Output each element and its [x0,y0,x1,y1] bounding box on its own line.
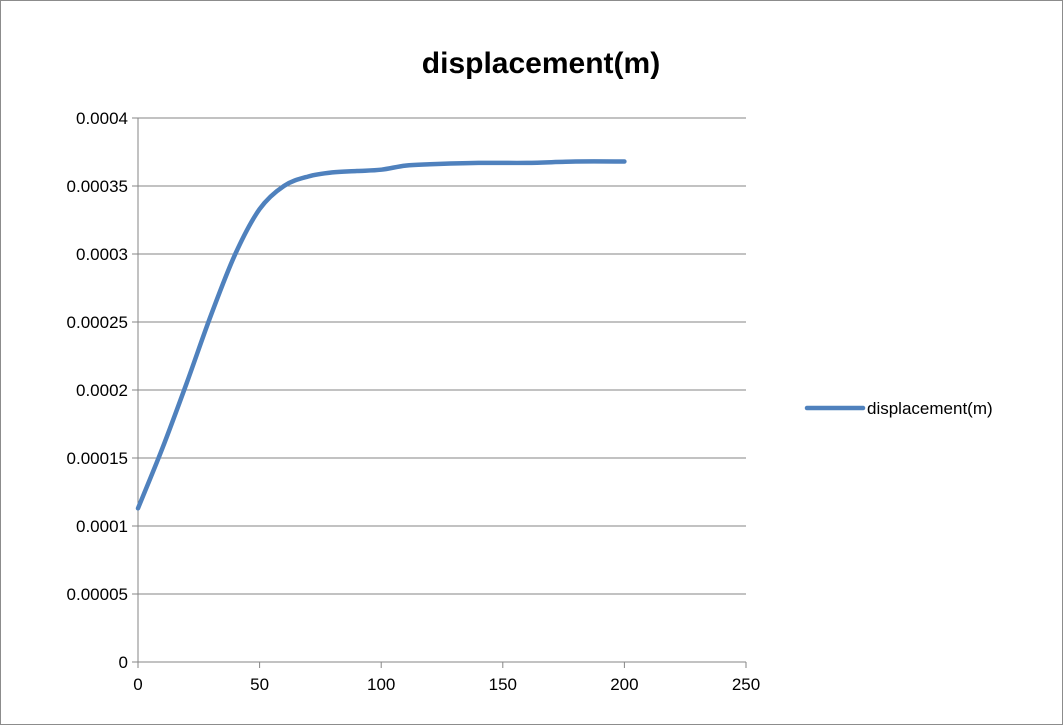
x-tick-label: 50 [250,675,269,694]
grid-layer [138,117,746,595]
legend-label: displacement(m) [867,399,993,418]
series-layer [135,159,627,511]
x-tick-label: 0 [133,675,142,694]
y-tick-label: 0.00015 [67,449,128,468]
y-tick-label: 0.00005 [67,585,128,604]
y-tick-label: 0.0001 [76,517,128,536]
y-tick-label: 0.0002 [76,381,128,400]
y-tick-label: 0.00035 [67,177,128,196]
x-tick-label: 100 [367,675,395,694]
x-tick-label: 200 [610,675,638,694]
y-tick-label: 0.00025 [67,313,128,332]
chart-title: displacement(m) [422,47,660,80]
x-tick-label: 150 [489,675,517,694]
y-tick-label: 0.0004 [76,109,128,128]
series-line [135,159,627,511]
y-tick-label: 0 [119,653,128,672]
x-tick-label: 250 [732,675,760,694]
legend: displacement(m) [804,399,993,418]
y-tick-label: 0.0003 [76,245,128,264]
axis-layer: 0 0.00005 0.0001 0.00015 0.0002 0.00025 0.0003… [67,109,761,694]
